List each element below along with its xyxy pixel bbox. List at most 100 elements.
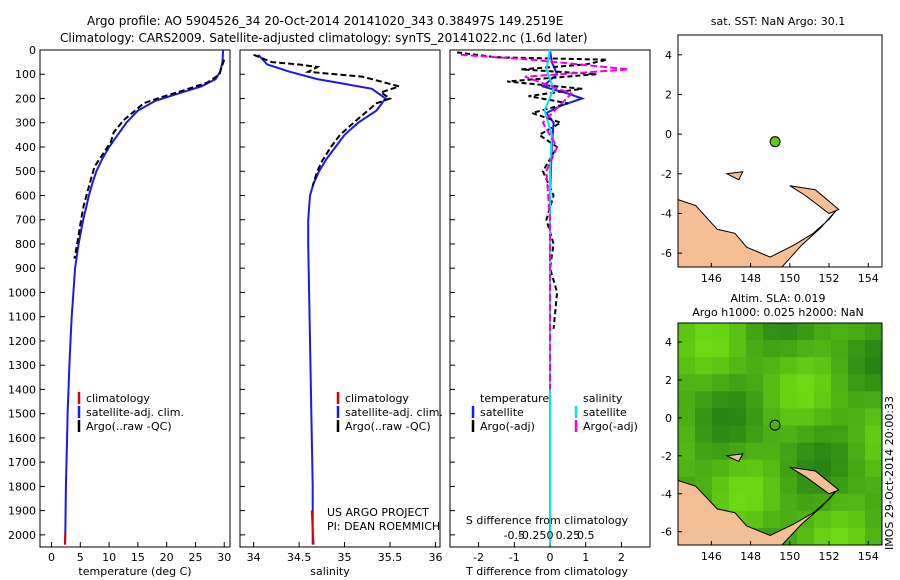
sla-cell (746, 408, 764, 426)
sla-cell (729, 408, 747, 426)
sla-cell (695, 323, 713, 341)
sla-cell (678, 459, 696, 478)
sla-cell (763, 442, 781, 461)
depth-tick-label: 1800 (8, 480, 36, 493)
sla-cell (797, 323, 815, 341)
x-tick-label: 35.5 (378, 551, 403, 564)
legend-satellite-label: satellite-adj. clim. (86, 406, 184, 419)
sla-cell (797, 408, 815, 426)
map-x-tick-label: 150 (779, 550, 800, 563)
sla-cell (763, 493, 781, 512)
depth-tick-label: 900 (15, 262, 36, 275)
map-x-tick-label: 152 (819, 550, 840, 563)
sla-cell (797, 391, 815, 409)
sla-cell (797, 476, 815, 495)
sla-cell (729, 340, 747, 358)
sla-cell (797, 527, 815, 546)
sla-cell (695, 442, 713, 461)
map-x-tick-label: 150 (779, 272, 800, 285)
land-polygon (677, 198, 838, 268)
depth-tick-label: 1000 (8, 286, 36, 299)
sla-cell (814, 357, 832, 375)
sla-cell (746, 510, 764, 529)
sla-cell (678, 340, 696, 358)
map-y-tick-label: 4 (665, 336, 672, 349)
sla-cell (848, 476, 866, 495)
sla-cell (865, 408, 883, 426)
x-tick-label: 1 (582, 551, 589, 564)
depth-tick-label: 1500 (8, 408, 36, 421)
island-polygon (725, 453, 744, 463)
x-tick-label: 0 (547, 551, 554, 564)
sla-cell (780, 391, 798, 409)
sla-cell (712, 357, 730, 375)
sla-cell (848, 442, 866, 461)
x-tick-label: 2 (618, 551, 625, 564)
sla-cell (746, 391, 764, 409)
sla-cell (780, 357, 798, 375)
depth-tick-label: 0 (29, 44, 36, 57)
sst-map-title: sat. SST: NaN Argo: 30.1 (711, 15, 845, 28)
sla-map: 146 148 150 152 154 4 2 0 -2 -4 -6 (661, 323, 883, 563)
sla-cell (848, 323, 866, 341)
sla-cell (848, 357, 866, 375)
sla-cell (865, 510, 883, 529)
sla-cell (729, 476, 747, 495)
t-difference-axis-label: T difference from climatology (465, 565, 628, 578)
credit-line-1: US ARGO PROJECT (327, 506, 429, 519)
map-y-tick-label: -2 (661, 450, 672, 463)
sla-cell (831, 425, 849, 444)
x-tick-label: 34 (247, 551, 261, 564)
legend-climatology-label: climatology (86, 392, 150, 405)
map-x-tick-label: 146 (701, 550, 722, 563)
sla-cell (729, 323, 747, 341)
sla-cell (763, 408, 781, 426)
sla-cell (797, 425, 815, 444)
series-temperature-argo-adj- (456, 51, 608, 329)
sla-cell (780, 340, 798, 358)
sla-cell (865, 425, 883, 444)
credit-line-2: PI: DEAN ROEMMICH (327, 520, 440, 533)
sla-map-title-2: Argo h1000: 0.025 h2000: NaN (692, 306, 864, 319)
sla-cell (729, 391, 747, 409)
series-satellite-adj-clim- (257, 54, 387, 545)
map-x-tick-label: 148 (740, 550, 761, 563)
salinity-axis-label: salinity (310, 565, 350, 578)
sla-cell (814, 408, 832, 426)
sla-cell (712, 442, 730, 461)
sla-cell (780, 425, 798, 444)
legend-salinity-title: salinity (583, 392, 623, 405)
sla-cell (746, 357, 764, 375)
sla-cell (814, 442, 832, 461)
sla-cell (729, 374, 747, 392)
sla-cell (865, 476, 883, 495)
legend-t-satellite-label: satellite (480, 406, 524, 419)
depth-tick-label: 400 (15, 141, 36, 154)
header-line-1: Argo profile: AO 5904526_34 20-Oct-2014 … (87, 14, 563, 28)
difference-plot: -2 -1 0 1 2 -0.5-0.25 0 0.250.5 (456, 49, 629, 564)
sla-cell (780, 493, 798, 512)
sla-cell (780, 476, 798, 495)
map-y-tick-label: 0 (665, 128, 672, 141)
salinity-legend: climatology satellite-adj. clim. Argo(..… (336, 392, 443, 433)
salinity-plot: 34 34.5 35 35.5 36 (247, 53, 442, 564)
map-y-tick-label: -6 (661, 526, 672, 539)
x-tick-label: 5 (77, 551, 84, 564)
sla-cell (695, 408, 713, 426)
sla-cell (712, 493, 730, 512)
sla-cell (695, 374, 713, 392)
sla-cell (712, 323, 730, 341)
legend-argo-label: Argo(..raw -QC) (345, 420, 431, 433)
legend-t-argo-label: Argo(-adj) (480, 420, 535, 433)
map-x-tick-label: 146 (701, 272, 722, 285)
map-x-tick-label: 152 (819, 272, 840, 285)
sla-cell (848, 374, 866, 392)
sla-cell (746, 340, 764, 358)
x2-tick-label: -0.25 (518, 529, 546, 542)
temperature-axis-label: temperature (deg C) (78, 565, 191, 578)
sla-cell (746, 374, 764, 392)
sla-cell (814, 510, 832, 529)
depth-tick-label: 1900 (8, 505, 36, 518)
map-x-tick-label: 148 (740, 272, 761, 285)
depth-tick-label: 1300 (8, 359, 36, 372)
